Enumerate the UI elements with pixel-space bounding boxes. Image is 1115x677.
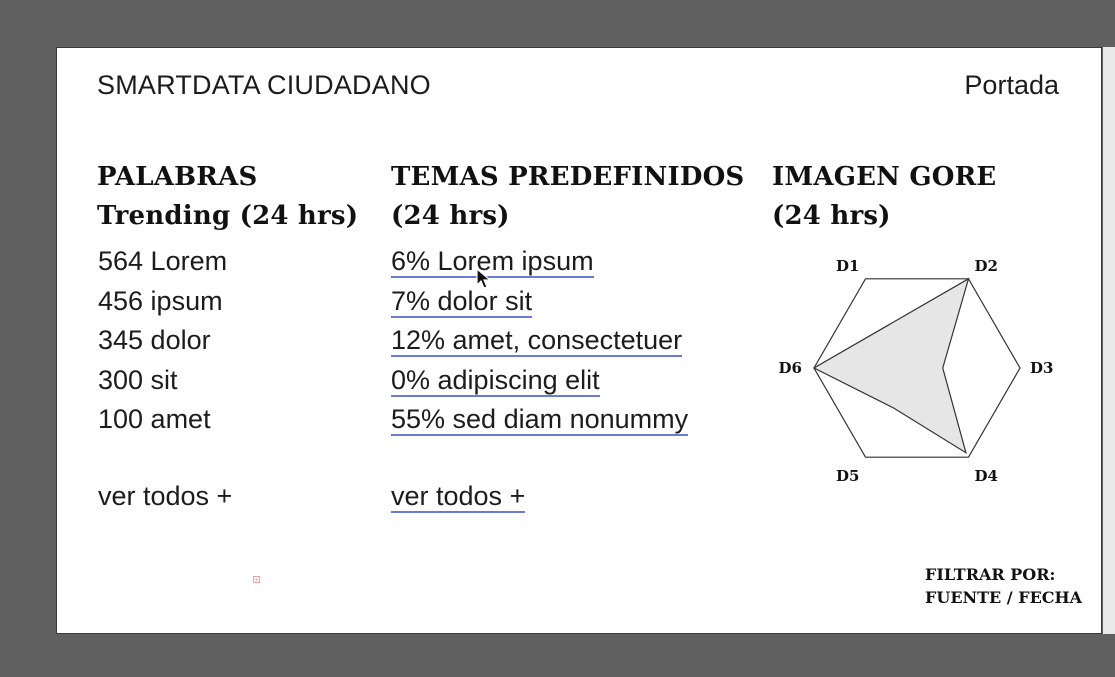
temas-item-link[interactable]: 7% dolor sit <box>391 285 533 318</box>
small-marker-icon <box>253 576 260 583</box>
radar-labels: D1 D2 D3 D4 D5 D6 <box>779 257 1054 485</box>
palabras-heading-line2: Trending (24 hrs) <box>97 201 359 231</box>
palabras-item[interactable]: 300 sit <box>98 364 178 395</box>
radar-series-polygon <box>812 277 970 455</box>
temas-item[interactable]: 6% Lorem ipsum <box>391 243 688 283</box>
radar-chart: D1 D2 D3 D4 D5 D6 <box>779 257 1054 485</box>
filter-label: FILTRAR POR: <box>925 565 1056 584</box>
palabras-item[interactable]: 456 ipsum <box>98 285 223 316</box>
temas-item[interactable]: 0% adipiscing elit <box>391 362 688 402</box>
palabras-ver-todos-link[interactable]: ver todos + <box>98 481 233 511</box>
radar-axis-label-d4: D4 <box>975 467 998 485</box>
temas-list: 6% Lorem ipsum 7% dolor sit 12% amet, co… <box>391 243 689 441</box>
temas-heading: TEMAS PREDEFINIDOS (24 hrs) <box>391 158 744 236</box>
temas-item[interactable]: 7% dolor sit <box>391 283 688 323</box>
temas-ver-todos-label[interactable]: ver todos + <box>391 481 526 513</box>
portada-link[interactable]: Portada <box>964 70 1059 100</box>
palabras-item[interactable]: 100 amet <box>98 404 211 434</box>
radar-axis-label-d5: D5 <box>836 467 859 485</box>
radar-axis-label-d1: D1 <box>836 257 859 275</box>
window-edge <box>1103 47 1115 634</box>
mouse-pointer-icon <box>476 268 492 289</box>
palabras-item[interactable]: 564 Lorem <box>98 246 228 276</box>
dashboard-page: SMARTDATA CIUDADANO Portada PALABRAS Tre… <box>56 47 1102 634</box>
temas-heading-line2: (24 hrs) <box>391 201 510 231</box>
filter-options[interactable]: FUENTE / FECHA <box>925 588 1083 607</box>
temas-item-link[interactable]: 6% Lorem ipsum <box>391 246 594 278</box>
temas-item[interactable]: 12% amet, consectetuer <box>391 322 688 362</box>
radar-axis-label-d6: D6 <box>779 359 802 377</box>
imagen-heading-line1: IMAGEN GORE <box>772 162 997 192</box>
imagen-heading-line2: (24 hrs) <box>772 201 891 231</box>
temas-heading-line1: TEMAS PREDEFINIDOS <box>391 162 745 192</box>
radar-axis-label-d3: D3 <box>1030 359 1053 377</box>
palabras-heading-line1: PALABRAS <box>97 162 258 192</box>
palabras-list: 564 Lorem 456 ipsum 345 dolor 300 sit 10… <box>98 243 227 441</box>
temas-ver-todos-link[interactable]: ver todos + <box>391 481 526 513</box>
palabras-heading: PALABRAS Trending (24 hrs) <box>97 158 358 236</box>
filter-control[interactable]: FILTRAR POR: FUENTE / FECHA <box>925 563 1082 609</box>
imagen-heading: IMAGEN GORE (24 hrs) <box>772 158 996 236</box>
palabras-item[interactable]: 345 dolor <box>98 325 211 355</box>
radar-axis-label-d2: D2 <box>975 257 998 275</box>
temas-item-link[interactable]: 55% sed diam nonummy <box>391 404 689 436</box>
app-title: SMARTDATA CIUDADANO <box>97 70 431 100</box>
temas-item-link[interactable]: 12% amet, consectetuer <box>391 325 683 357</box>
radar-area <box>812 277 970 455</box>
temas-item-link[interactable]: 0% adipiscing elit <box>391 364 600 397</box>
temas-item[interactable]: 55% sed diam nonummy <box>391 401 689 441</box>
